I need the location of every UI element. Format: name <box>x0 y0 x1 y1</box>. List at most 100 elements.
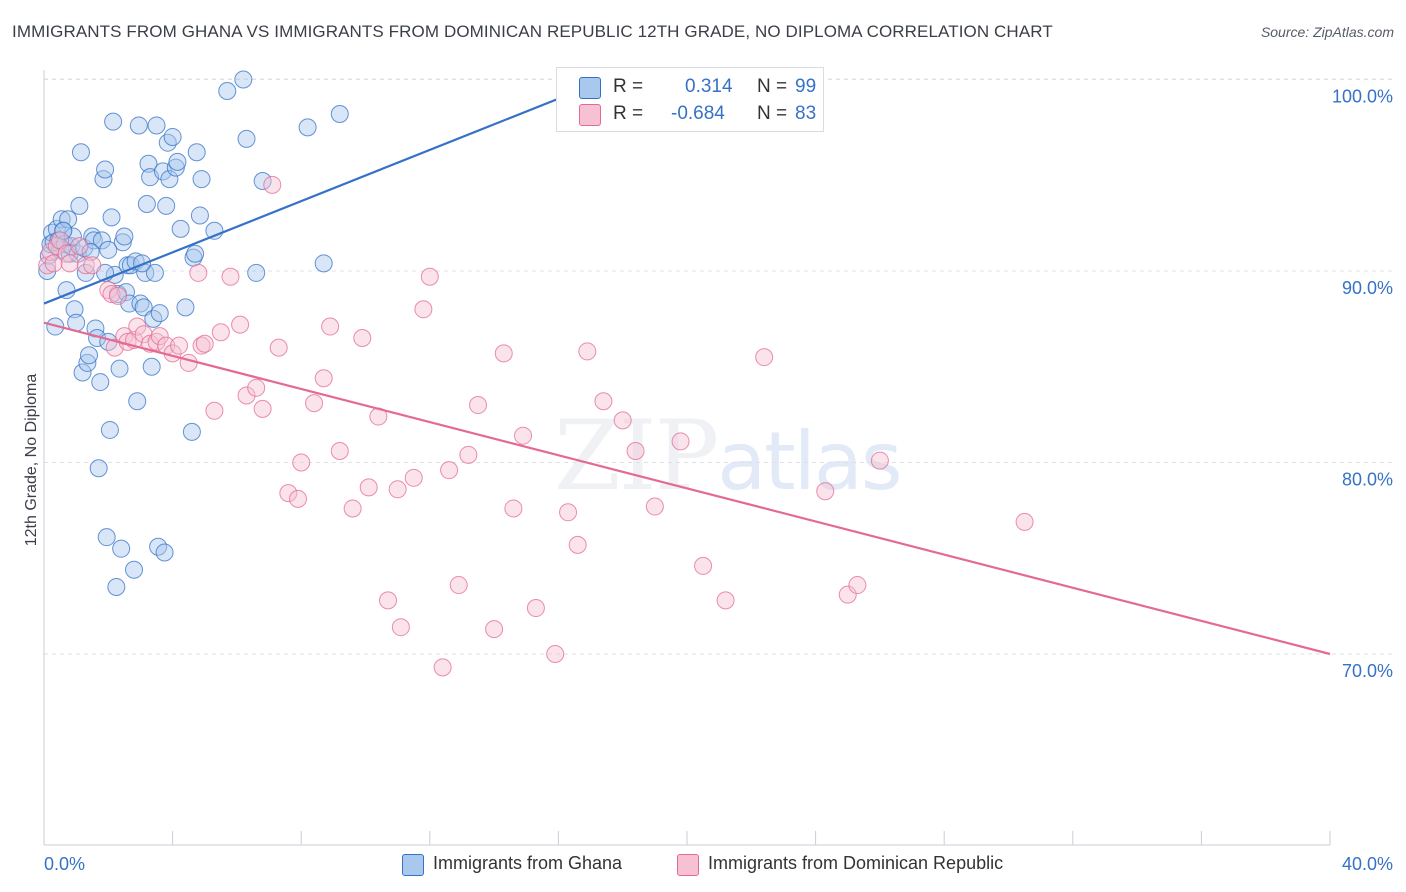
dominican-point <box>594 392 613 411</box>
r-label: R = <box>613 103 644 124</box>
y-tick-label: 70.0% <box>1342 661 1393 681</box>
n-label: N = <box>757 76 788 97</box>
dominican-point <box>343 499 362 518</box>
ghana-point <box>142 357 161 376</box>
ghana-point <box>94 170 113 189</box>
dominican-point <box>379 591 398 610</box>
dominican-point <box>279 484 298 503</box>
ghana-point <box>158 133 177 152</box>
dominican-point <box>179 353 198 372</box>
ghana-point <box>139 154 158 173</box>
x-tick-label-start: 0.0% <box>44 854 85 874</box>
dominican-point <box>716 591 735 610</box>
ghana-point <box>65 300 84 319</box>
ghana-point <box>102 208 121 227</box>
tick-labels: 70.0% 80.0% 90.0% 100.0% 0.0% 40.0% <box>44 87 1393 875</box>
dominican-point <box>568 535 587 554</box>
ghana-legend-swatch <box>402 854 424 876</box>
dominican-point <box>391 618 410 637</box>
y-tick-label: 100.0% <box>1332 87 1393 107</box>
ghana-point <box>314 254 333 273</box>
ghana-point <box>147 116 166 135</box>
dominican-point <box>469 396 488 415</box>
dominican-point <box>330 442 349 461</box>
dominican-point <box>449 576 468 595</box>
ghana-point <box>168 152 187 171</box>
dominican-point <box>848 576 867 595</box>
dominican-point <box>292 453 311 472</box>
ghana-point <box>136 263 155 282</box>
ghana-point <box>73 363 92 382</box>
ghana-point <box>71 143 90 162</box>
trend-lines <box>43 78 1331 656</box>
ghana-swatch <box>579 77 601 99</box>
dominican-point <box>1015 512 1034 531</box>
ghana-point <box>218 81 237 100</box>
dominican-point <box>269 338 288 357</box>
dominican-point <box>102 284 121 303</box>
ghana-point <box>97 528 116 547</box>
dominican-point <box>626 442 645 461</box>
ghana-point <box>298 118 317 137</box>
n-value: 83 <box>795 103 817 124</box>
ghana-point <box>171 219 190 238</box>
ghana-point <box>253 171 272 190</box>
dominican-point <box>526 599 545 618</box>
dominican-point <box>440 461 459 480</box>
ghana-point <box>186 244 205 263</box>
dominican-point <box>192 336 211 355</box>
ghana-point <box>104 112 123 131</box>
ghana-point <box>99 240 118 259</box>
ghana-point <box>330 104 349 123</box>
dominican-point <box>314 369 333 388</box>
dominican-point <box>578 342 597 361</box>
series-dominican-points <box>38 175 1034 677</box>
dominican-point <box>263 175 282 194</box>
ghana-point <box>234 70 253 89</box>
dominican-point <box>816 482 835 501</box>
dominican-swatch <box>579 104 601 126</box>
dominican-point <box>870 451 889 470</box>
ghana-point <box>176 298 195 317</box>
ghana-point <box>110 359 129 378</box>
dominican-point <box>231 315 250 334</box>
ghana-point <box>160 170 179 189</box>
ghana-point <box>38 262 57 280</box>
axes <box>43 70 1331 846</box>
dominican-point <box>221 267 240 286</box>
dominican-point <box>60 254 79 273</box>
dominican-point <box>205 401 224 420</box>
n-value: 99 <box>795 76 817 97</box>
ghana-point <box>129 116 148 135</box>
dominican-legend-swatch <box>677 854 699 876</box>
dominican-point <box>459 445 478 464</box>
dominican-point <box>755 348 774 367</box>
dominican-point <box>305 394 324 413</box>
ghana-point <box>100 420 119 439</box>
dominican-point <box>671 432 690 451</box>
gridlines <box>44 78 1392 655</box>
ghana-point <box>145 263 164 282</box>
r-value: -0.684 <box>671 103 725 124</box>
ghana-point <box>157 196 176 215</box>
ghana-point <box>89 459 108 478</box>
dominican-point <box>404 468 423 487</box>
ghana-point <box>70 196 89 215</box>
y-tick-label: 90.0% <box>1342 278 1393 298</box>
dominican-point <box>70 237 89 256</box>
dominican-point <box>38 256 57 275</box>
ghana-point <box>134 298 153 317</box>
ghana-point <box>137 194 156 213</box>
dominican-point <box>195 334 214 353</box>
ghana-point <box>192 170 211 189</box>
chart-title: IMMIGRANTS FROM GHANA VS IMMIGRANTS FROM… <box>12 22 1053 41</box>
dominican-point <box>237 386 256 405</box>
ghana-point <box>150 304 169 323</box>
dominican-point <box>253 399 272 418</box>
ghana-point <box>190 206 209 225</box>
ghana-point <box>155 543 174 562</box>
ghana-point <box>237 129 256 148</box>
dominican-point <box>170 336 189 355</box>
r-label: R = <box>613 76 644 97</box>
